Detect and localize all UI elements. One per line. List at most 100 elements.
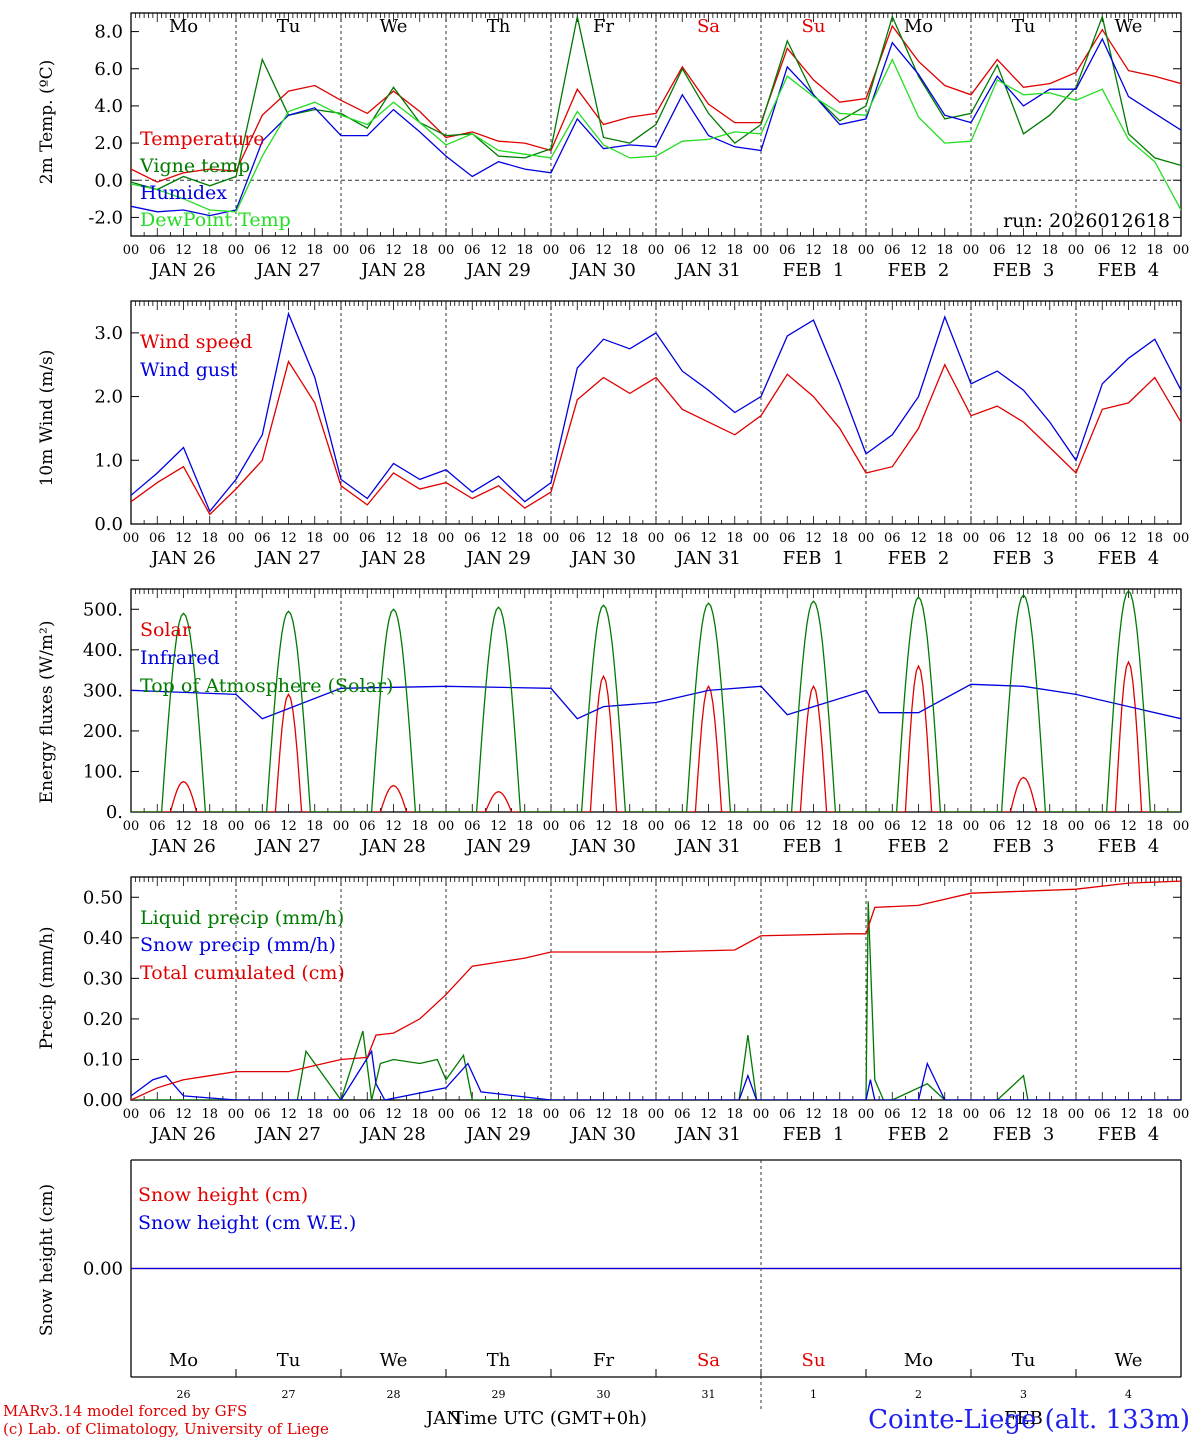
legend-temperature: Temperature bbox=[140, 128, 264, 150]
date-label: JAN 28 bbox=[359, 260, 426, 281]
hour-label: 00 bbox=[648, 531, 665, 546]
ytick-label: 8.0 bbox=[94, 22, 123, 43]
hour-label: 18 bbox=[726, 243, 743, 258]
day-name: Su bbox=[802, 1350, 826, 1371]
hour-label: 18 bbox=[831, 243, 848, 258]
hour-label: 00 bbox=[543, 819, 560, 834]
hour-label: 12 bbox=[175, 819, 192, 834]
day-name: Th bbox=[487, 1350, 511, 1371]
hour-label: 06 bbox=[149, 531, 166, 546]
hour-label: 12 bbox=[910, 1107, 927, 1122]
hour-label: 06 bbox=[1094, 819, 1111, 834]
hour-label: 12 bbox=[385, 819, 402, 834]
day-number: 4 bbox=[1125, 1388, 1132, 1401]
hour-label: 00 bbox=[333, 531, 350, 546]
legend-liquid-precip: Liquid precip (mm/h) bbox=[140, 907, 344, 929]
hour-label: 00 bbox=[543, 243, 560, 258]
hour-label: 18 bbox=[411, 243, 428, 258]
day-number: 31 bbox=[702, 1388, 716, 1401]
legend-snow-height-we: Snow height (cm W.E.) bbox=[138, 1212, 356, 1234]
date-label: JAN 26 bbox=[149, 548, 216, 569]
hour-label: 06 bbox=[569, 819, 586, 834]
station-title: Cointe-Liege (alt. 133m) bbox=[868, 1405, 1190, 1435]
month-label-feb: FEB bbox=[1004, 1408, 1043, 1429]
ytick-label: 3.0 bbox=[94, 323, 123, 344]
panel-precip: 0.00 0.10 0.20 0.30 0.40 0.50 00 06 12 18 00 06 12 18… bbox=[83, 876, 1190, 1145]
hour-label: 00 bbox=[963, 819, 980, 834]
panel-snow: 0.00 Mo 26 Tu 27 We 28 Th 29 Fr 30 Sa 31 Su 1 Mo 2 Tu 3 We 4 bbox=[83, 1159, 1182, 1410]
hour-label: 06 bbox=[359, 243, 376, 258]
panel-temp: -2.0 0.0 2.0 4.0 6.0 8.0 00 06 12 18 00 06 12 18 00 06 1… bbox=[88, 12, 1189, 281]
hour-label: 00 bbox=[1068, 531, 1085, 546]
panel-flux: 0. 100. 200. 300. 400. 500. 00 06 12 18 00 06 12 18 00… bbox=[83, 588, 1189, 857]
ytick-label: 300. bbox=[83, 680, 123, 701]
date-label: FEB 3 bbox=[993, 548, 1055, 569]
hour-label: 18 bbox=[621, 1107, 638, 1122]
day-name: Mo bbox=[904, 16, 933, 37]
hour-label: 18 bbox=[201, 819, 218, 834]
day-name: Tu bbox=[277, 1350, 301, 1371]
hour-label: 00 bbox=[333, 819, 350, 834]
hour-label: 12 bbox=[700, 243, 717, 258]
legend-wind-gust: Wind gust bbox=[140, 359, 238, 381]
panel-wind: 0.0 1.0 2.0 3.0 00 06 12 18 00 06 12 18 00 06 12 18 00 06… bbox=[94, 300, 1190, 569]
legend-vigne-temp: Vigne temp bbox=[139, 155, 250, 177]
hour-label: 18 bbox=[621, 243, 638, 258]
hour-label: 12 bbox=[1015, 531, 1032, 546]
series-group-flux bbox=[131, 589, 1181, 812]
series-group-temp bbox=[131, 14, 1181, 217]
date-label: JAN 26 bbox=[149, 836, 216, 857]
day-name: Su bbox=[802, 16, 826, 37]
day-name: Fr bbox=[593, 1350, 614, 1371]
hour-label: 12 bbox=[700, 531, 717, 546]
hour-label: 06 bbox=[254, 819, 271, 834]
hour-label: 12 bbox=[490, 243, 507, 258]
hour-label: 18 bbox=[306, 243, 323, 258]
hour-label: 12 bbox=[595, 531, 612, 546]
day-name: We bbox=[380, 16, 408, 37]
hour-label: 18 bbox=[516, 531, 533, 546]
date-label: JAN 31 bbox=[674, 1124, 741, 1145]
date-label: FEB 4 bbox=[1098, 548, 1160, 569]
frame-flux bbox=[130, 588, 1182, 813]
legend-total-cumulated: Total cumulated (cm) bbox=[140, 962, 345, 984]
hour-label: 18 bbox=[831, 819, 848, 834]
hour-label: 18 bbox=[201, 243, 218, 258]
ytick-label: 0.30 bbox=[83, 968, 123, 989]
hour-label: 12 bbox=[700, 1107, 717, 1122]
date-label: JAN 27 bbox=[254, 548, 321, 569]
hour-label: 18 bbox=[936, 531, 953, 546]
hour-label: 12 bbox=[175, 531, 192, 546]
hour-label: 12 bbox=[280, 531, 297, 546]
ytick-label: 100. bbox=[83, 761, 123, 782]
hour-label: 00 bbox=[1173, 1107, 1190, 1122]
hour-label: 06 bbox=[464, 1107, 481, 1122]
ytick-label: 0.20 bbox=[83, 1009, 123, 1030]
hour-label: 18 bbox=[1146, 531, 1163, 546]
day-name: Tu bbox=[1012, 1350, 1036, 1371]
legend-infrared: Infrared bbox=[140, 647, 220, 669]
hour-label: 18 bbox=[621, 531, 638, 546]
hour-label: 00 bbox=[1173, 531, 1190, 546]
ylabel-flux: Energy fluxes (W/m²) bbox=[37, 621, 57, 804]
hour-label: 12 bbox=[595, 1107, 612, 1122]
legend-dewpoint: DewPoint Temp bbox=[140, 209, 291, 231]
ytick-label: 0.40 bbox=[83, 928, 123, 949]
ytick-label: 0.50 bbox=[83, 887, 123, 908]
date-label: JAN 29 bbox=[464, 1124, 531, 1145]
hour-label: 06 bbox=[149, 1107, 166, 1122]
hour-label: 06 bbox=[989, 819, 1006, 834]
legend-solar: Solar bbox=[140, 619, 192, 641]
hour-label: 00 bbox=[858, 819, 875, 834]
xaxis-title: Time UTC (GMT+0h) bbox=[452, 1408, 647, 1429]
hour-label: 06 bbox=[254, 243, 271, 258]
hour-label: 00 bbox=[543, 531, 560, 546]
hour-label: 06 bbox=[359, 531, 376, 546]
hour-label: 06 bbox=[1094, 1107, 1111, 1122]
legend-wind-speed: Wind speed bbox=[140, 331, 252, 353]
hour-label: 12 bbox=[385, 243, 402, 258]
hour-label: 06 bbox=[779, 531, 796, 546]
series-temp-2 bbox=[131, 37, 1181, 217]
hour-label: 18 bbox=[1146, 1107, 1163, 1122]
hour-label: 18 bbox=[831, 1107, 848, 1122]
